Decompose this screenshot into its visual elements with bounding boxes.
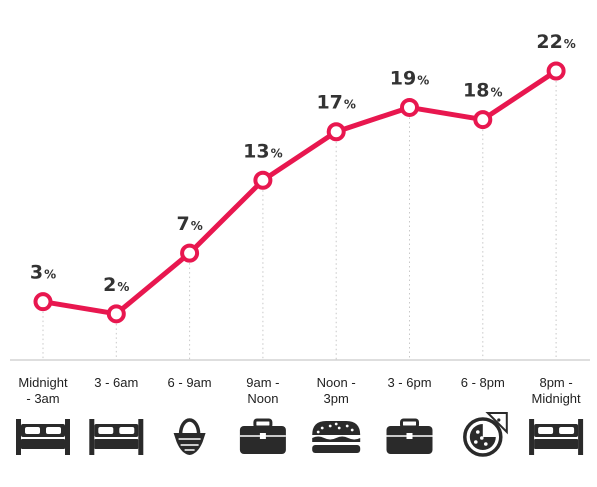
data-point (106, 304, 126, 324)
data-label: 22% (536, 31, 575, 53)
data-label: 3% (30, 262, 56, 284)
x-tick-label: 6 - 9am (168, 375, 212, 390)
sandwich-icon (312, 421, 361, 453)
data-label: 7% (176, 213, 202, 235)
x-tick-label: 8pm - (539, 375, 572, 390)
data-label: 19% (390, 67, 429, 89)
x-tick-label: 9am - (246, 375, 279, 390)
basket-icon (173, 418, 206, 455)
data-label: 17% (316, 92, 355, 114)
data-point (326, 122, 346, 142)
pizza-icon (463, 412, 508, 457)
x-tick-label: Midnight (532, 391, 582, 406)
bed-icon (16, 419, 70, 455)
x-tick-label: Noon - (317, 375, 356, 390)
data-point (400, 97, 419, 117)
data-point (180, 243, 200, 263)
data-points (33, 61, 566, 324)
series-line (40, 68, 559, 317)
briefcase-icon (386, 418, 433, 454)
x-tick-label: 6 - 8pm (461, 375, 505, 390)
data-point (473, 110, 493, 130)
x-tick-label: 3 - 6pm (387, 375, 431, 390)
guide-lines (42, 81, 557, 360)
data-point (546, 61, 566, 81)
data-point (253, 170, 273, 190)
x-tick-label: Noon (247, 391, 278, 406)
data-label: 18% (463, 80, 502, 102)
bed-icon (89, 419, 144, 455)
x-tick-label: 3 - 6am (94, 375, 138, 390)
data-label: 2% (103, 274, 129, 296)
briefcase-icon (239, 418, 286, 454)
category-icons (16, 412, 584, 457)
value-labels: 3% 2% 7% 13% 17% 19% 18% 22% (30, 31, 576, 296)
data-point (33, 292, 53, 312)
x-tick-label: 3pm (324, 391, 349, 406)
x-tick-label: Midnight (18, 375, 68, 390)
bed-icon (529, 419, 584, 455)
data-label: 13% (243, 140, 282, 162)
x-tick-label: - 3am (26, 391, 59, 406)
